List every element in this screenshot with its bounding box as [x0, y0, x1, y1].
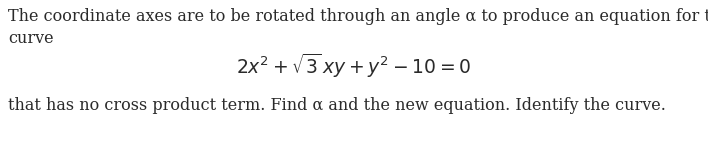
Text: curve: curve [8, 30, 54, 47]
Text: $2x^2 + \sqrt{3}\,xy + y^2 - 10 = 0$: $2x^2 + \sqrt{3}\,xy + y^2 - 10 = 0$ [236, 52, 472, 80]
Text: The coordinate axes are to be rotated through an angle α to produce an equation : The coordinate axes are to be rotated th… [8, 8, 708, 25]
Text: that has no cross product term. Find α and the new equation. Identify the curve.: that has no cross product term. Find α a… [8, 97, 666, 114]
